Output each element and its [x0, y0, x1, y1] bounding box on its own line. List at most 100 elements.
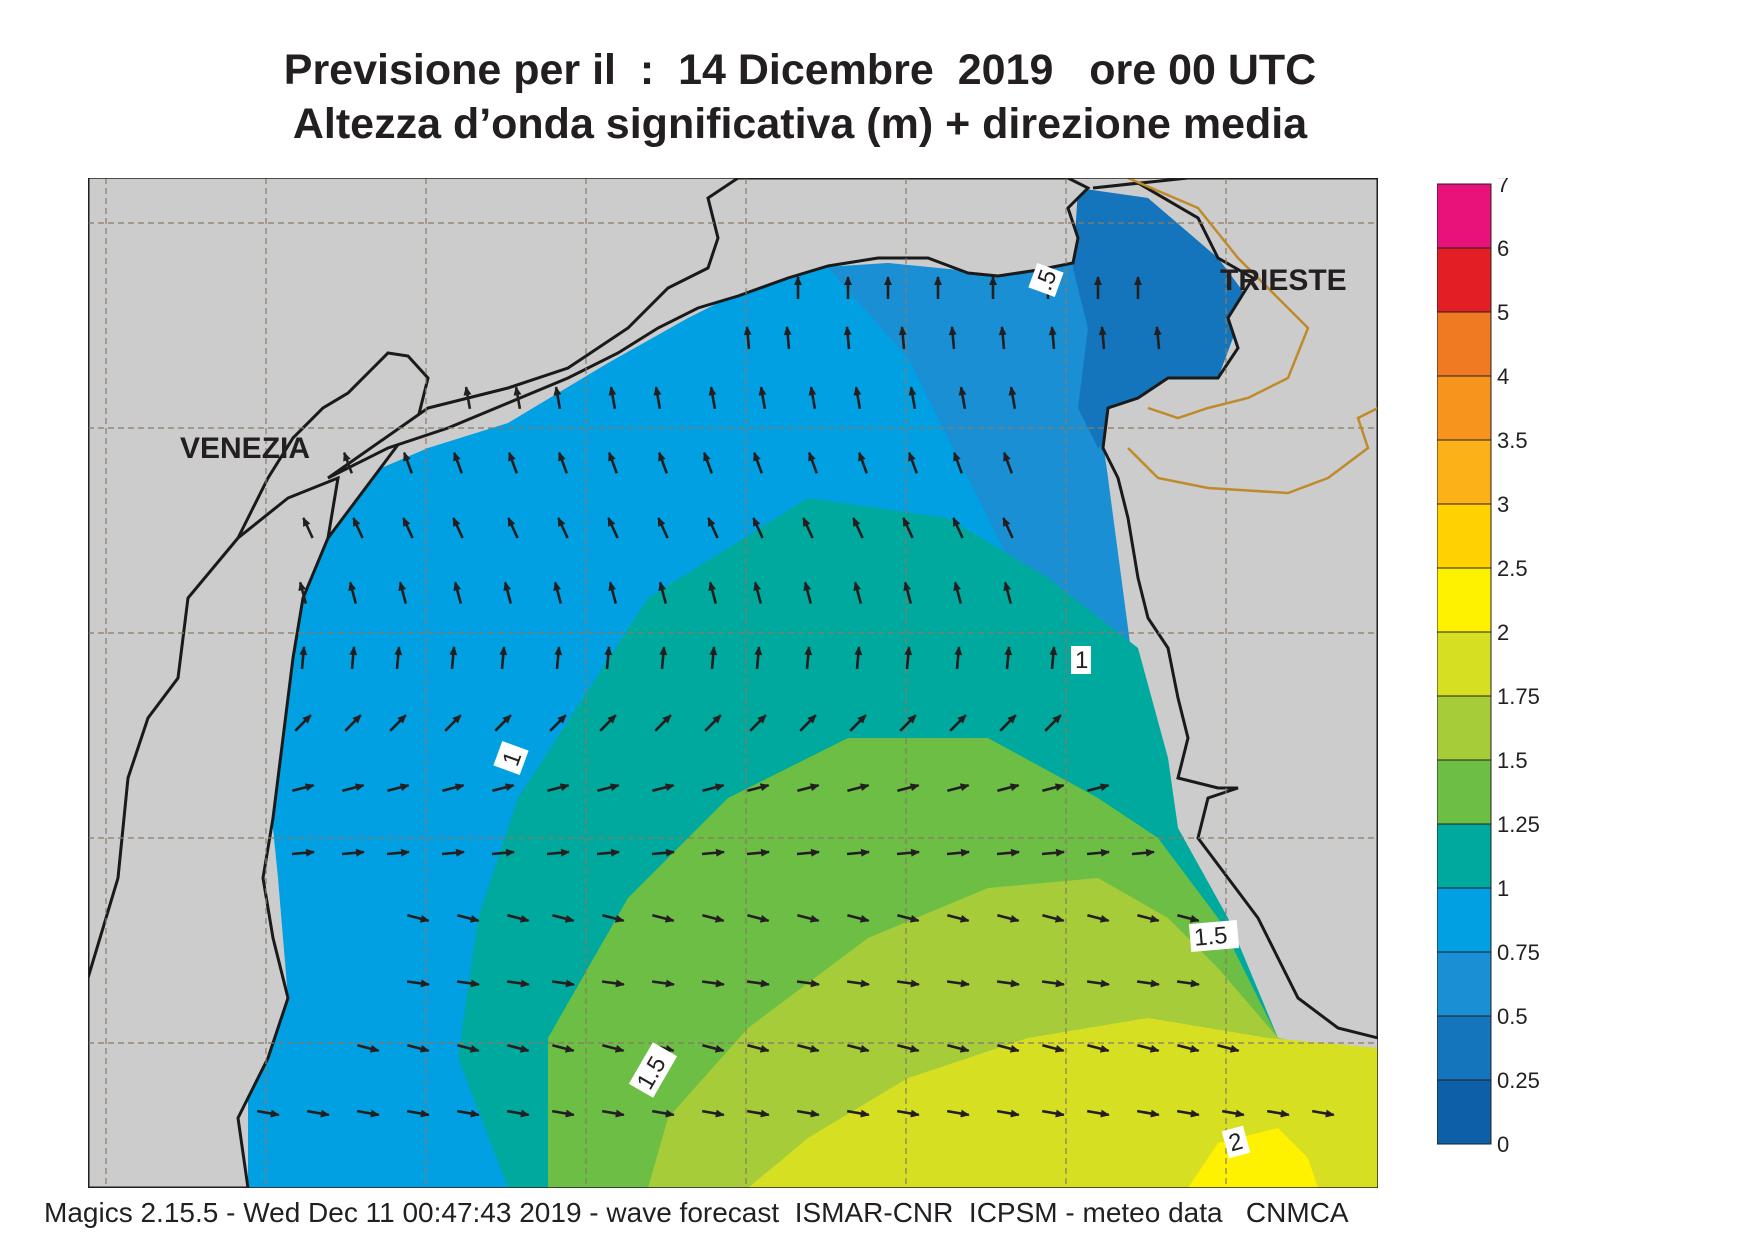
wave-arrow — [797, 1043, 820, 1053]
wave-arrow — [352, 517, 364, 539]
city-label-trieste: TRIESTE — [1220, 264, 1347, 297]
wave-arrow — [492, 783, 515, 793]
legend-tick-label: 0.5 — [1497, 1004, 1528, 1029]
legend-tick-label: 3.5 — [1497, 428, 1528, 453]
wave-arrow — [996, 979, 1020, 988]
legend-box — [1437, 439, 1492, 505]
wave-arrow — [452, 451, 464, 474]
wave-arrow — [797, 783, 820, 793]
wave-arrow — [796, 848, 820, 857]
wave-arrow — [847, 783, 870, 793]
wave-arrow — [808, 386, 817, 410]
wave-arrow — [1131, 848, 1155, 857]
legend-box — [1437, 823, 1492, 889]
wave-arrow — [402, 451, 414, 474]
wave-arrow — [797, 913, 820, 923]
wave-arrow — [952, 517, 964, 539]
wave-arrow — [652, 913, 675, 923]
wave-arrow — [507, 451, 519, 474]
wave-arrow — [702, 1043, 725, 1053]
wave-arrow — [491, 848, 515, 857]
wave-arrow — [386, 848, 410, 857]
wave-arrow — [608, 581, 618, 604]
legend-tick-label: 1.25 — [1497, 812, 1540, 837]
wave-arrow — [1004, 646, 1013, 670]
legend-boxes — [1437, 183, 1492, 1145]
wave-arrow — [701, 979, 725, 988]
legend-box — [1437, 311, 1492, 377]
wave-arrow — [292, 783, 315, 793]
wave-arrow — [1177, 913, 1200, 923]
wave-arrow — [494, 714, 512, 732]
wave-arrow — [1087, 783, 1110, 793]
wave-arrow — [746, 848, 770, 857]
wave-arrow — [557, 517, 569, 539]
wave-arrow — [1311, 1109, 1335, 1118]
wave-arrow — [996, 848, 1020, 857]
wave-arrow — [998, 326, 1007, 350]
wave-arrow — [846, 1109, 870, 1118]
wave-arrow — [753, 581, 763, 604]
sea-band-2 — [1188, 1128, 1318, 1188]
wave-arrow — [897, 783, 920, 793]
wave-arrow — [953, 581, 963, 604]
wave-direction-arrows — [256, 276, 1335, 1118]
wave-arrow — [1008, 386, 1017, 410]
wave-arrow — [701, 848, 725, 857]
color-legend: 7 6 5 4 3.5 3 2.5 2 1.75 1.5 1.25 1 0.75 0.5 0.25 0 — [1437, 178, 1540, 1157]
wave-arrow — [846, 848, 870, 857]
wave-arrow — [1098, 326, 1107, 350]
wave-arrow — [899, 714, 917, 732]
wave-arrow — [903, 581, 913, 604]
wave-arrow — [507, 913, 530, 923]
wave-arrow — [746, 979, 770, 988]
wave-arrow — [807, 451, 819, 474]
wave-arrow — [997, 1043, 1020, 1053]
legend-tick-label: 4 — [1497, 364, 1509, 389]
wave-arrow — [1041, 1109, 1065, 1118]
legend-box — [1437, 759, 1492, 825]
wave-arrow — [651, 1109, 675, 1118]
wave-arrow — [658, 581, 668, 604]
wave-arrow — [843, 326, 852, 350]
wave-arrow — [557, 451, 569, 474]
wave-arrow — [341, 848, 365, 857]
wave-arrow — [449, 646, 458, 670]
wave-arrow — [294, 714, 312, 732]
wave-arrow — [402, 517, 414, 539]
wave-arrow — [599, 714, 617, 732]
legend-tick-label: 3 — [1497, 492, 1509, 517]
wave-arrow — [896, 1109, 920, 1118]
wave-arrow — [607, 451, 619, 474]
chart-subtitle: Altezza d’onda significativa (m) + direz… — [292, 100, 1308, 148]
legend-tick-label: 2 — [1497, 620, 1509, 645]
wave-arrow — [1002, 451, 1014, 474]
wave-arrow — [1086, 1109, 1110, 1118]
wave-arrow — [552, 913, 575, 923]
wave-arrow — [702, 913, 725, 923]
legend-box — [1437, 247, 1492, 313]
wave-arrow — [1041, 848, 1065, 857]
wave-arrow — [747, 783, 770, 793]
wave-arrow — [1153, 326, 1162, 350]
wave-arrow — [453, 581, 463, 604]
legend-box — [1437, 695, 1492, 761]
wave-arrow — [299, 646, 308, 670]
wave-arrow — [513, 386, 522, 410]
wave-arrow — [546, 848, 570, 857]
contour-label-1.5-east: 1.5 — [1193, 922, 1229, 952]
wave-arrow — [853, 386, 862, 410]
wave-arrow — [604, 646, 613, 670]
chart-title: Previsione per il : 14 Dicembre 2019 ore… — [283, 46, 1317, 94]
wave-arrow — [394, 646, 403, 670]
wave-arrow — [506, 1109, 530, 1118]
wave-arrow — [389, 714, 407, 732]
wave-arrow — [298, 581, 308, 604]
wave-arrow — [702, 451, 714, 474]
wave-arrow — [657, 451, 669, 474]
wave-arrow — [997, 913, 1020, 923]
wave-arrow — [1049, 646, 1058, 670]
wave-arrow — [1266, 1109, 1290, 1118]
wave-arrow — [897, 913, 920, 923]
legend-tick-label: 0.25 — [1497, 1068, 1540, 1093]
